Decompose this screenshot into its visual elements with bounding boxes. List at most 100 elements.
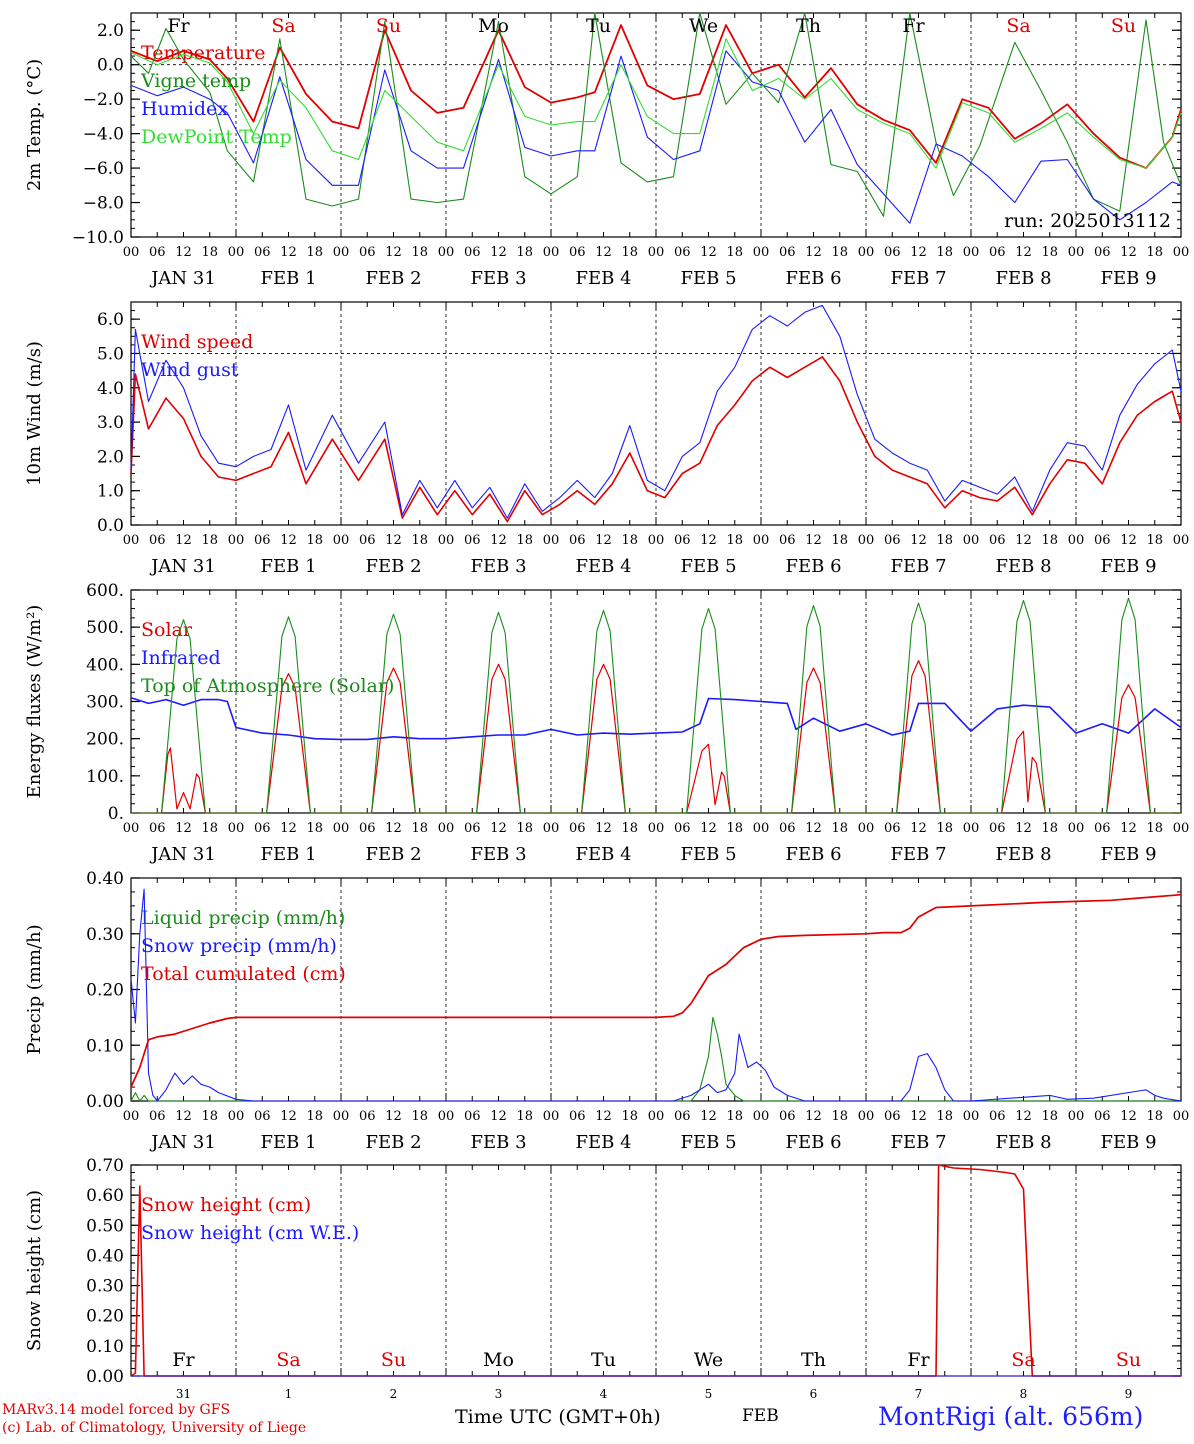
hour-tick-label: 18 <box>306 245 323 260</box>
hour-tick-label: 06 <box>779 821 796 836</box>
legend-entry: Top of Atmosphere (Solar) <box>141 675 394 697</box>
y-tick-label: 2.0 <box>97 447 124 467</box>
y-tick-label: 300. <box>86 693 124 713</box>
plot-frame <box>130 301 1182 526</box>
y-tick-label: 0.10 <box>86 1337 124 1357</box>
hour-tick-label: 18 <box>831 533 848 548</box>
hour-tick-label: 12 <box>280 533 297 548</box>
y-axis-label: 2m Temp. (°C) <box>24 59 45 191</box>
hour-tick-label: 12 <box>805 821 822 836</box>
hour-tick-label: 12 <box>910 1109 927 1124</box>
hour-tick-label: 00 <box>543 533 560 548</box>
hour-tick-label: 06 <box>569 1109 586 1124</box>
y-tick-label: 600. <box>86 581 124 601</box>
date-label: FEB 8 <box>995 844 1051 865</box>
y-tick-label: 0.0 <box>97 516 124 536</box>
legend-entry: Snow height (cm W.E.) <box>141 1222 359 1244</box>
hour-tick-label: 06 <box>359 533 376 548</box>
day-name-top: Sa <box>271 15 295 37</box>
date-label: FEB 2 <box>365 268 421 289</box>
hour-tick-label: 12 <box>805 245 822 260</box>
date-label: FEB 3 <box>470 844 526 865</box>
hour-tick-label: 12 <box>910 533 927 548</box>
hour-tick-label: 06 <box>1094 245 1111 260</box>
series-line-1 <box>130 1164 1181 1377</box>
hour-tick-label: 00 <box>858 245 875 260</box>
date-label: FEB 8 <box>995 556 1051 577</box>
date-label: FEB 5 <box>680 1132 736 1153</box>
day-name-top: Sa <box>1006 15 1030 37</box>
hour-tick-label: 06 <box>674 821 691 836</box>
hour-tick-label: 06 <box>149 245 166 260</box>
hour-tick-label: 12 <box>280 821 297 836</box>
y-tick-label: −4.0 <box>83 125 124 145</box>
day-number: 1 <box>285 1387 293 1401</box>
hour-tick-label: 18 <box>936 245 953 260</box>
date-label: FEB 4 <box>575 844 631 865</box>
y-tick-label: −2.0 <box>83 90 124 110</box>
hour-tick-label: 12 <box>490 245 507 260</box>
day-name-top: We <box>689 15 718 37</box>
y-tick-label: 0.20 <box>86 981 124 1001</box>
y-tick-label: 0.00 <box>86 1092 124 1112</box>
hour-tick-label: 00 <box>123 533 140 548</box>
day-number: 7 <box>915 1387 923 1401</box>
day-number: 6 <box>810 1387 818 1401</box>
hour-tick-label: 12 <box>700 821 717 836</box>
hour-tick-label: 12 <box>1120 821 1137 836</box>
series-line-2 <box>130 697 1182 741</box>
hour-tick-label: 18 <box>1146 533 1163 548</box>
month-label: FEB <box>742 1406 779 1426</box>
hour-tick-label: 06 <box>674 1109 691 1124</box>
y-tick-label: 100. <box>86 767 124 787</box>
hour-tick-label: 00 <box>123 821 140 836</box>
series-line-4 <box>130 38 1182 169</box>
y-tick-label: 400. <box>86 655 124 675</box>
day-number: 31 <box>176 1387 191 1401</box>
date-label: FEB 5 <box>680 556 736 577</box>
hour-tick-label: 00 <box>753 533 770 548</box>
hour-tick-label: 12 <box>910 245 927 260</box>
hour-tick-label: 06 <box>1094 1109 1111 1124</box>
hour-tick-label: 18 <box>1041 821 1058 836</box>
date-label: FEB 4 <box>575 1132 631 1153</box>
hour-tick-label: 12 <box>490 533 507 548</box>
legend-entry: Snow height (cm) <box>141 1194 311 1216</box>
day-name-top: Fr <box>902 15 925 37</box>
hour-tick-label: 12 <box>175 245 192 260</box>
hour-tick-label: 18 <box>411 821 428 836</box>
hour-tick-label: 12 <box>595 245 612 260</box>
y-tick-label: 1.0 <box>97 482 124 502</box>
hour-tick-label: 12 <box>385 1109 402 1124</box>
hour-tick-label: 12 <box>700 245 717 260</box>
panel-2: 6.0 5.0 4.0 3.0 2.0 1.0 0.0 10m Wind (m/s) 00 06 1… <box>24 301 1189 577</box>
legend-entry: Infrared <box>141 647 221 669</box>
hour-tick-label: 12 <box>175 821 192 836</box>
series-line-2 <box>130 888 1182 1102</box>
day-name-bottom: Su <box>381 1349 406 1371</box>
y-tick-label: 4.0 <box>97 379 124 399</box>
hour-tick-label: 00 <box>228 1109 245 1124</box>
hour-tick-label: 00 <box>1068 245 1085 260</box>
hour-tick-label: 12 <box>1015 1109 1032 1124</box>
y-tick-label: 200. <box>86 730 124 750</box>
hour-tick-label: 06 <box>254 821 271 836</box>
hour-tick-label: 00 <box>1068 1109 1085 1124</box>
date-label: FEB 2 <box>365 1132 421 1153</box>
hour-tick-label: 06 <box>674 245 691 260</box>
hour-tick-label: 00 <box>228 245 245 260</box>
day-number: 9 <box>1125 1387 1133 1401</box>
hour-tick-label: 12 <box>175 533 192 548</box>
y-axis-label: Snow height (cm) <box>24 1190 45 1351</box>
hour-tick-label: 18 <box>201 821 218 836</box>
legend-entry: Vigne temp <box>140 70 251 92</box>
date-label: FEB 5 <box>680 844 736 865</box>
day-name-bottom: Su <box>1116 1349 1141 1371</box>
date-label: FEB 5 <box>680 268 736 289</box>
hour-tick-label: 18 <box>726 533 743 548</box>
date-label: FEB 9 <box>1100 556 1156 577</box>
day-name-top: Su <box>1111 15 1136 37</box>
hour-tick-label: 18 <box>411 1109 428 1124</box>
hour-tick-label: 00 <box>753 1109 770 1124</box>
